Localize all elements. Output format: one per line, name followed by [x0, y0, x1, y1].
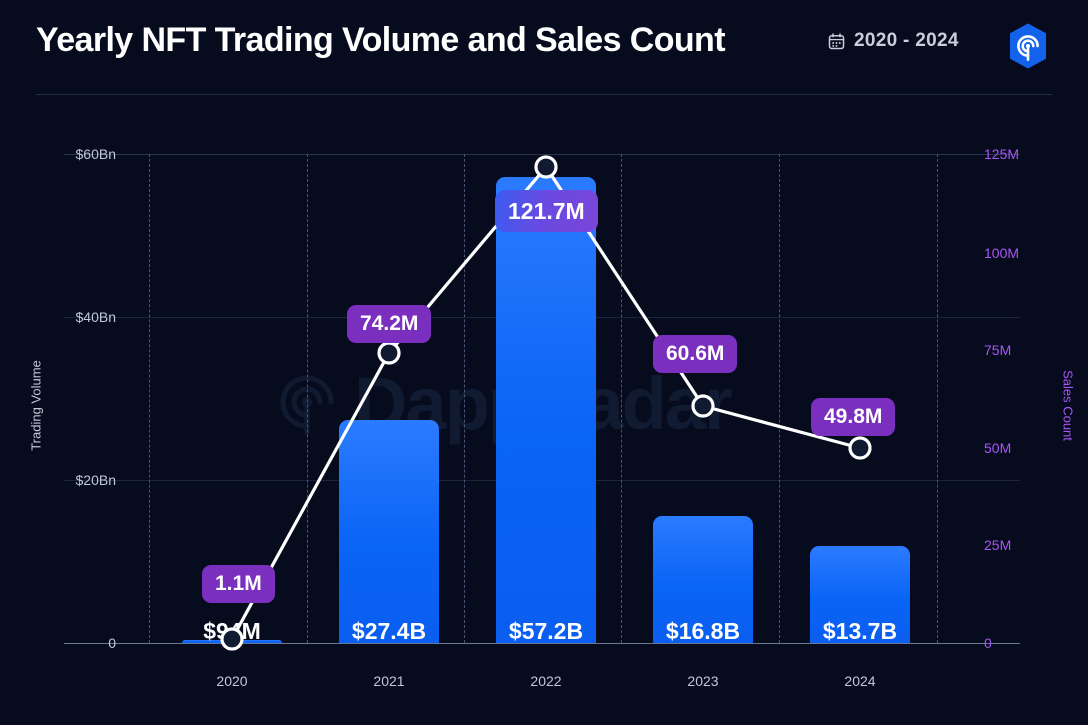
bar-2022[interactable]: [496, 177, 596, 643]
x-axis-label-2024: 2024: [844, 673, 876, 689]
y-axis-left-tick: 0: [108, 635, 116, 651]
point-label-2024: 49.8M: [811, 398, 896, 436]
x-axis-label-2022: 2022: [530, 673, 562, 689]
category-divider: [621, 154, 622, 643]
bar-value-2022: $57.2B: [508, 618, 584, 644]
category-divider: [149, 154, 150, 643]
y-axis-right-tick: 50M: [984, 440, 1012, 456]
dappradar-logo-icon: [1004, 22, 1052, 70]
bar-value-2020: $94M: [203, 618, 261, 644]
y-axis-right-tick: 0: [984, 635, 992, 651]
gridline-60bn: [64, 154, 1020, 155]
category-divider: [307, 154, 308, 643]
category-divider: [464, 154, 465, 643]
y-axis-right-tick: 75M: [984, 342, 1012, 358]
y-axis-right-tick: 100M: [984, 245, 1020, 261]
chart-header: Yearly NFT Trading Volume and Sales Coun…: [0, 0, 1088, 96]
y-axis-left-title: Trading Volume: [28, 360, 44, 451]
point-label-2022: 121.7M: [495, 190, 598, 232]
point-label-2021: 74.2M: [347, 305, 432, 343]
x-axis-label-2023: 2023: [687, 673, 719, 689]
y-axis-right-tick: 125M: [984, 146, 1020, 162]
bar-value-2024: $13.7B: [822, 618, 898, 644]
category-divider: [937, 154, 938, 643]
page-title: Yearly NFT Trading Volume and Sales Coun…: [36, 21, 726, 59]
header-divider: [36, 94, 1052, 95]
y-axis-left-tick: $20Bn: [75, 472, 116, 488]
y-axis-left-tick: $60Bn: [75, 146, 116, 162]
y-axis-left-tick: $40Bn: [75, 309, 116, 325]
bar-value-2023: $16.8B: [665, 618, 741, 644]
y-axis-right-tick: 25M: [984, 537, 1012, 553]
y-axis-right-title: Sales Count: [1060, 370, 1076, 441]
date-range: 2020 - 2024: [828, 30, 959, 52]
axis-baseline: [64, 643, 1020, 644]
point-label-2020: 1.1M: [202, 565, 275, 603]
bar-value-2021: $27.4B: [351, 618, 427, 644]
x-axis-label-2020: 2020: [216, 673, 248, 689]
category-divider: [779, 154, 780, 643]
calendar-icon: [828, 32, 845, 50]
bar-2021[interactable]: [339, 420, 439, 643]
point-label-2023: 60.6M: [653, 335, 738, 373]
x-axis-label-2021: 2021: [373, 673, 405, 689]
date-range-label: 2020 - 2024: [854, 30, 959, 51]
